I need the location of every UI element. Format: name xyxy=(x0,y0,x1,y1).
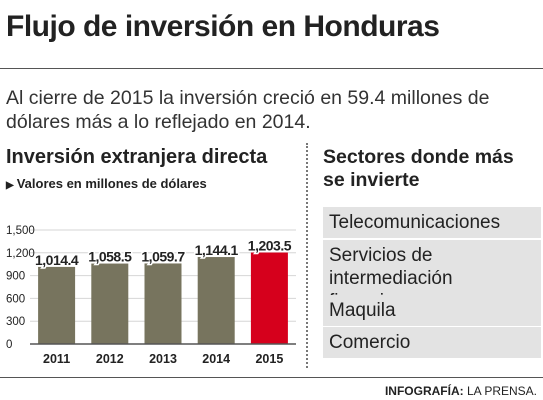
column-divider xyxy=(306,143,308,368)
bar xyxy=(91,263,129,344)
page-title: Flujo de inversión en Honduras xyxy=(6,10,440,43)
x-tick-label: 2013 xyxy=(149,352,177,366)
x-tick-label: 2015 xyxy=(255,352,283,366)
y-tick-label: 0 xyxy=(6,339,12,351)
x-tick-label: 2012 xyxy=(96,352,124,366)
sector-item: Maquila xyxy=(323,295,541,326)
credit-source: LA PRENSA. xyxy=(466,384,537,398)
bar xyxy=(250,252,288,344)
bar-value-label: 1,059.7 xyxy=(141,248,185,264)
y-tick-label: 600 xyxy=(6,293,25,305)
chart-note: ▶ Valores en millones de dólares xyxy=(6,176,207,191)
footer-divider xyxy=(0,377,543,378)
credit-label: INFOGRAFÍA: xyxy=(384,384,464,398)
y-tick-label: 1,200 xyxy=(6,248,35,260)
bar-value-label: 1,144.1 xyxy=(195,242,239,258)
y-tick-label: 300 xyxy=(6,316,25,328)
x-tick-label: 2014 xyxy=(202,352,230,366)
y-tick-label: 1,500 xyxy=(6,225,35,237)
bar xyxy=(144,263,182,344)
intro-text: Al cierre de 2015 la inversión creció en… xyxy=(6,87,490,133)
chart-note-text: Valores en millones de dólares xyxy=(16,176,207,191)
x-tick-label: 2011 xyxy=(43,352,70,366)
chart-title: Inversión extranjera directa xyxy=(6,146,268,168)
bar xyxy=(197,257,235,344)
bar xyxy=(38,266,76,344)
y-tick-label: 900 xyxy=(6,271,25,283)
bar-chart: 0 300 600 900 1,200 1,500 1,014.4 2011 1,058.5 20… xyxy=(6,225,296,366)
bar-value-label: 1,058.5 xyxy=(88,249,132,265)
triangle-bullet-icon: ▶ xyxy=(6,180,14,191)
bar-value-label: 1,014.4 xyxy=(35,252,79,268)
bar-value-label: 1,203.5 xyxy=(248,238,292,254)
credit-line: INFOGRAFÍA: LA PRENSA. xyxy=(385,384,537,398)
title-divider xyxy=(0,68,543,69)
sector-item: Comercio xyxy=(323,327,541,358)
sectors-title: Sectores donde más se invierte xyxy=(323,146,514,191)
sector-item: Telecomunicaciones xyxy=(323,207,541,238)
